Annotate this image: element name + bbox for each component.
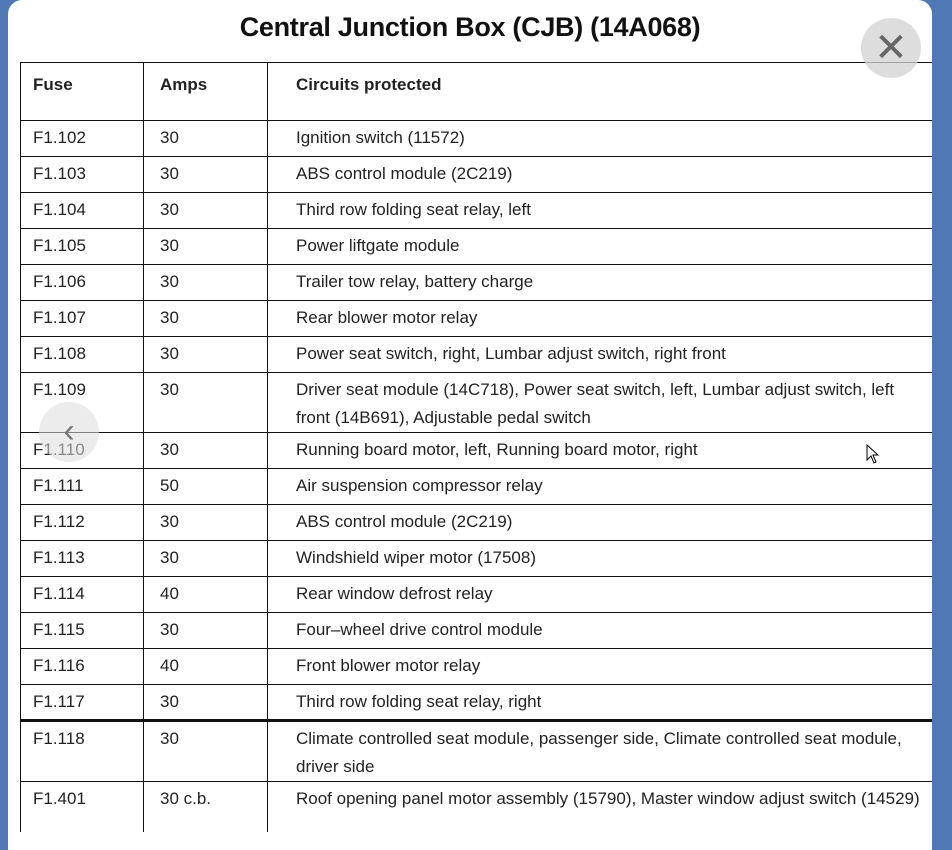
- table-row: F1.108 30 Power seat switch, right, Lumbar…: [20, 336, 932, 373]
- amps-cell: 30: [143, 336, 268, 373]
- table-row: F1.112 30 ABS control module (2C219): [20, 504, 932, 541]
- amps-cell: 30: [143, 228, 268, 265]
- amps-cell: 30: [143, 264, 268, 301]
- circuit-cell: Rear blower motor relay: [267, 300, 932, 337]
- circuit-cell: Trailer tow relay, battery charge: [267, 264, 932, 301]
- amps-cell: 30: [143, 192, 268, 229]
- fuse-cell: F1.114: [20, 576, 144, 613]
- previous-image-button[interactable]: ‹: [39, 402, 99, 462]
- amps-cell: 30: [143, 504, 268, 541]
- circuit-cell: Ignition switch (11572): [267, 120, 932, 157]
- chevron-left-icon: ‹: [63, 412, 75, 450]
- amps-cell: 30: [143, 612, 268, 649]
- table-row: F1.106 30 Trailer tow relay, battery charg…: [20, 264, 932, 301]
- fuse-cell: F1.117: [20, 684, 144, 721]
- table-row: F1.118 30 Climate controlled seat module, …: [20, 719, 932, 782]
- fuse-cell: F1.116: [20, 648, 144, 685]
- image-title: Central Junction Box (CJB) (14A068): [239, 12, 701, 42]
- fuse-cell: F1.106: [20, 264, 144, 301]
- table-header-row: Fuse Amps Circuits protected: [20, 62, 932, 121]
- table-row: F1.109 30 Driver seat module (14C718), Pow…: [20, 372, 932, 433]
- circuit-cell: Front blower motor relay: [267, 648, 932, 685]
- amps-cell: 50: [143, 468, 268, 505]
- table-row: F1.116 40 Front blower motor relay: [20, 648, 932, 685]
- table-row: F1.114 40 Rear window defrost relay: [20, 576, 932, 613]
- fuse-cell: F1.115: [20, 612, 144, 649]
- circuit-cell: Running board motor, left, Running board…: [267, 432, 932, 469]
- lightbox-panel: Central Junction Box (CJB) (14A068) Fuse…: [8, 0, 932, 850]
- image-bottom-margin: [8, 832, 932, 850]
- amps-cell: 40: [143, 648, 268, 685]
- fuse-cell: F1.103: [20, 156, 144, 193]
- amps-cell: 30: [143, 156, 268, 193]
- circuit-cell: Third row folding seat relay, left: [267, 192, 932, 229]
- fuse-table: Fuse Amps Circuits protected F1.102 30 Ign…: [20, 62, 932, 841]
- table-row: F1.117 30 Third row folding seat relay, ri…: [20, 684, 932, 721]
- fuse-cell: F1.113: [20, 540, 144, 577]
- table-row: F1.102 30 Ignition switch (11572): [20, 120, 932, 157]
- table-row: F1.104 30 Third row folding seat relay, le…: [20, 192, 932, 229]
- header-fuse: Fuse: [20, 62, 144, 121]
- circuit-cell: Power seat switch, right, Lumbar adjust …: [267, 336, 932, 373]
- close-button[interactable]: ✕: [861, 18, 921, 78]
- fuse-cell: F1.108: [20, 336, 144, 373]
- table-row: F1.11030Running board motor, left, Runni…: [20, 432, 932, 469]
- fuse-cell: F1.104: [20, 192, 144, 229]
- header-amps: Amps: [143, 62, 268, 121]
- amps-cell: 30: [143, 540, 268, 577]
- table-row: F1.103 30 ABS control module (2C219): [20, 156, 932, 193]
- circuit-cell: Climate controlled seat module, passenge…: [267, 719, 932, 782]
- close-x-icon: ✕: [874, 26, 908, 70]
- fuse-cell: F1.105: [20, 228, 144, 265]
- amps-cell: 30 c.b.: [143, 781, 268, 841]
- fuse-cell: F1.118: [20, 719, 144, 782]
- amps-cell: 30: [143, 120, 268, 157]
- fuse-cell: F1.102: [20, 120, 144, 157]
- fuse-cell: F1.111: [20, 468, 144, 505]
- table-row: F1.107 30 Rear blower motor relay: [20, 300, 932, 337]
- amps-cell: 30: [143, 684, 268, 721]
- amps-cell: 30: [143, 719, 268, 782]
- circuit-cell: Four–wheel drive control module: [267, 612, 932, 649]
- circuit-cell: ABS control module (2C219): [267, 504, 932, 541]
- amps-cell: 30: [143, 432, 268, 469]
- fuse-cell: F1.112: [20, 504, 144, 541]
- table-row: F1.111 50 Air suspension compressor relay: [20, 468, 932, 505]
- table-row: F1.115 30 Four–wheel drive control module: [20, 612, 932, 649]
- table-row: F1.113 30 Windshield wiper motor (17508): [20, 540, 932, 577]
- circuit-cell: Driver seat module (14C718), Power seat …: [267, 372, 932, 433]
- table-row: F1.105 30 Power liftgate module: [20, 228, 932, 265]
- amps-cell: 40: [143, 576, 268, 613]
- circuit-cell: ABS control module (2C219): [267, 156, 932, 193]
- mouse-pointer-icon: [866, 444, 880, 464]
- circuit-cell: Third row folding seat relay, right: [267, 684, 932, 721]
- circuit-cell: Power liftgate module: [267, 228, 932, 265]
- header-circuits: Circuits protected: [267, 62, 932, 121]
- fuse-cell: F1.107: [20, 300, 144, 337]
- circuit-cell: Rear window defrost relay: [267, 576, 932, 613]
- circuit-cell: Air suspension compressor relay: [267, 468, 932, 505]
- circuit-cell: Windshield wiper motor (17508): [267, 540, 932, 577]
- amps-cell: 30: [143, 300, 268, 337]
- amps-cell: 30: [143, 372, 268, 433]
